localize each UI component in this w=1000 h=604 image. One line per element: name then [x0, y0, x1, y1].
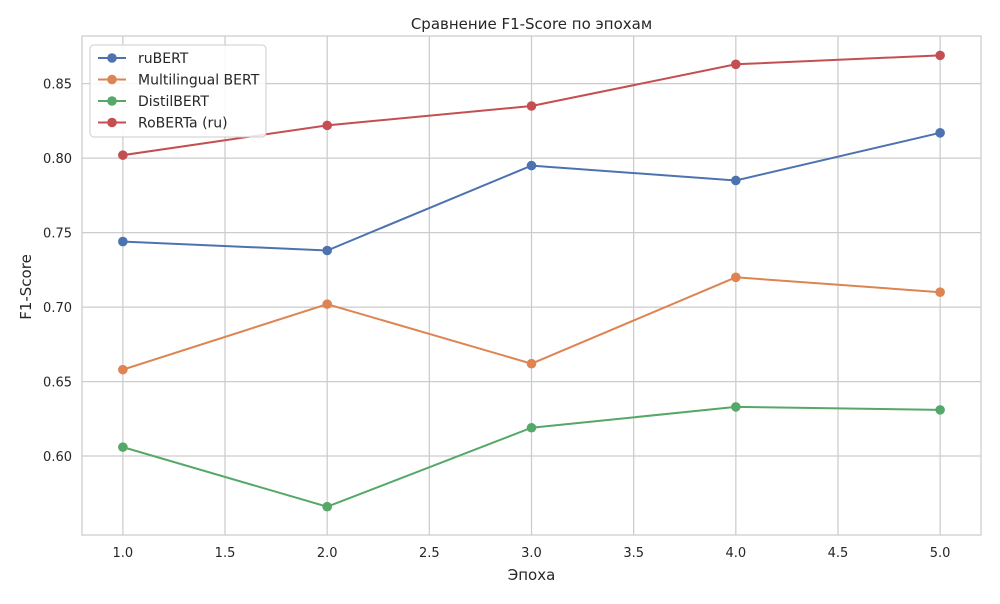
data-point — [526, 160, 537, 171]
legend-item: ruBERT — [98, 51, 189, 67]
legend-label: Multilingual BERT — [138, 73, 260, 89]
data-point — [118, 150, 128, 160]
data-point — [935, 128, 945, 138]
data-point — [118, 236, 128, 247]
legend-swatch-marker — [107, 74, 117, 85]
x-tick-label: 3.0 — [521, 546, 542, 561]
y-tick-label: 0.85 — [43, 78, 72, 93]
legend-swatch-marker — [107, 53, 117, 63]
x-tick-label: 2.5 — [419, 546, 440, 561]
data-point — [731, 59, 741, 70]
data-point — [731, 272, 741, 283]
series-2 — [118, 402, 945, 512]
data-point — [935, 405, 945, 415]
y-tick-label: 0.70 — [43, 301, 72, 316]
y-tick-labels: 0.60 0.65 0.70 0.75 0.80 0.85 — [43, 78, 72, 465]
x-tick-labels: 1.0 1.5 2.0 2.5 3.0 3.5 4.0 4.5 5.0 — [113, 546, 951, 561]
legend-label: RoBERTa (ru) — [138, 116, 228, 132]
chart-title: Сравнение F1-Score по эпохам — [411, 15, 652, 33]
x-tick-label: 1.5 — [215, 546, 236, 561]
data-point — [322, 120, 332, 131]
legend-swatch-marker — [107, 96, 117, 106]
data-point — [526, 101, 537, 111]
x-tick-label: 4.0 — [725, 546, 746, 561]
y-tick-label: 0.80 — [43, 152, 72, 167]
legend-item: Multilingual BERT — [98, 73, 260, 89]
x-tick-label: 5.0 — [930, 546, 951, 561]
x-tick-label: 2.0 — [317, 546, 338, 561]
data-point — [935, 287, 945, 298]
legend: ruBERT Multilingual BERT DistilBERT RoBERTa… — [89, 44, 267, 138]
series-0 — [118, 128, 945, 256]
x-tick-label: 1.0 — [113, 546, 134, 561]
data-point — [322, 501, 332, 512]
data-point — [118, 442, 128, 452]
data-point — [322, 299, 332, 309]
legend-swatch-marker — [107, 117, 117, 128]
y-axis-label: F1-Score — [17, 254, 35, 320]
x-tick-label: 4.5 — [828, 546, 849, 561]
plot-area-frame — [81, 35, 982, 536]
y-tick-label: 0.65 — [43, 376, 72, 391]
data-point — [935, 50, 945, 61]
x-tick-label: 3.5 — [623, 546, 644, 561]
legend-label: ruBERT — [138, 51, 189, 67]
legend-item: DistilBERT — [98, 94, 209, 110]
data-point — [526, 422, 537, 433]
legend-label: DistilBERT — [138, 94, 209, 110]
data-point — [731, 402, 741, 412]
series-1 — [118, 272, 945, 375]
data-point — [526, 358, 537, 369]
data-point — [322, 245, 332, 256]
x-axis-label: Эпоха — [508, 566, 556, 584]
data-point — [118, 364, 128, 375]
y-tick-label: 0.75 — [43, 227, 72, 242]
y-tick-label: 0.60 — [43, 450, 72, 465]
legend-frame — [89, 44, 267, 138]
data-point — [731, 175, 741, 186]
legend-item: RoBERTa (ru) — [98, 116, 228, 132]
